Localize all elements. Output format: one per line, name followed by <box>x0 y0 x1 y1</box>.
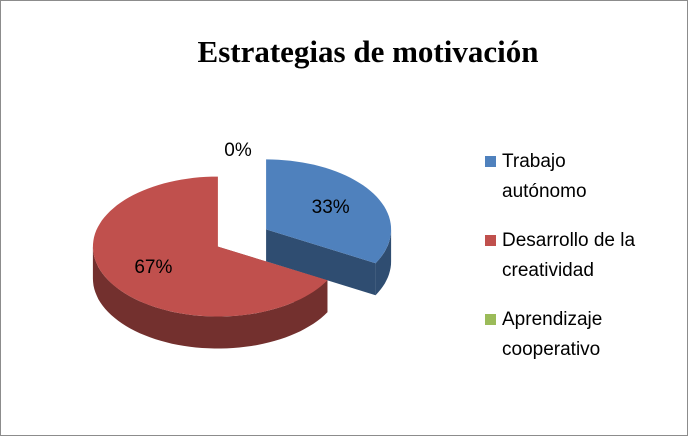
data-label: 33% <box>312 197 350 218</box>
slice-face <box>266 229 376 296</box>
slice-top <box>266 159 392 264</box>
legend-swatch <box>485 156 496 167</box>
data-label: 67% <box>134 257 172 278</box>
legend-swatch <box>485 235 496 246</box>
pie-slice <box>92 176 328 349</box>
slice-top <box>92 176 328 317</box>
legend-label: Trabajo autónomo <box>502 151 587 202</box>
slice-wall <box>92 246 328 349</box>
pie-slice <box>266 159 392 296</box>
legend-swatch <box>485 314 496 325</box>
legend-label: Aprendizaje cooperativo <box>502 309 608 360</box>
chart-title: Estrategias de motivación <box>198 34 539 69</box>
legend-label: Desarrollo de la creatividad <box>502 230 640 281</box>
data-label: 0% <box>224 140 252 161</box>
slice-wall <box>375 229 392 296</box>
